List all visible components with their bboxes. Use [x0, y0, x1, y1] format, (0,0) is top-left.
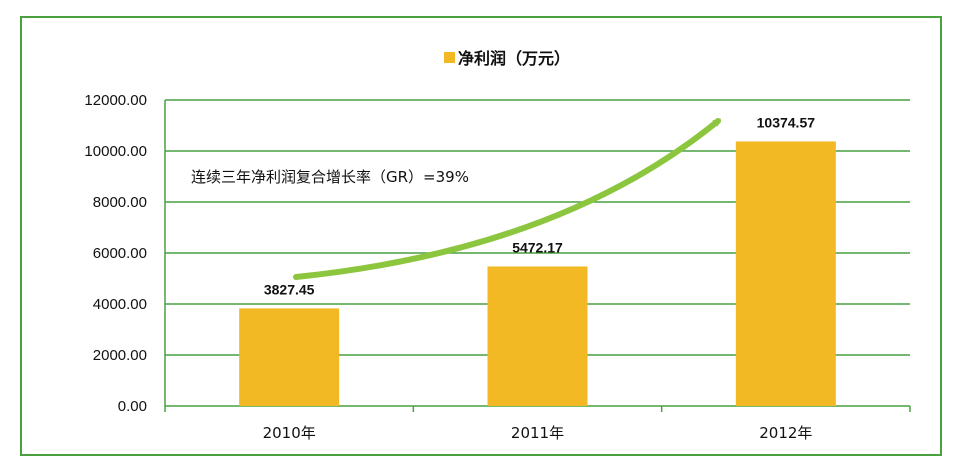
data-label: 5472.17	[512, 239, 563, 255]
y-tick-label: 2000.00	[93, 347, 147, 364]
x-tick-label: 2011年	[511, 424, 564, 442]
data-label: 10374.57	[757, 114, 816, 130]
legend-label: 净利润（万元）	[458, 49, 570, 68]
bars	[239, 141, 836, 406]
legend-swatch	[444, 52, 455, 63]
y-tick-label: 12000.00	[84, 92, 147, 109]
y-tick-label: 4000.00	[93, 296, 147, 313]
y-axis-ticks: 0.00 2000.00 4000.00 6000.00 8000.00 10000.00…	[84, 92, 147, 415]
bar-1	[487, 266, 588, 406]
y-tick-label: 8000.00	[93, 194, 147, 211]
growth-arrow	[293, 118, 722, 280]
x-tick-label: 2012年	[759, 424, 812, 442]
data-labels: 3827.45 5472.17 10374.57	[264, 114, 815, 297]
growth-rate-annotation: 连续三年净利润复合增长率（GR）=39%	[191, 168, 469, 186]
data-label: 3827.45	[264, 281, 315, 297]
bar-2	[735, 141, 836, 406]
bar-0	[239, 308, 340, 406]
y-tick-label: 6000.00	[93, 245, 147, 262]
y-tick-label: 0.00	[118, 398, 147, 415]
x-axis-ticks: 2010年 2011年 2012年	[263, 424, 813, 442]
y-tick-label: 10000.00	[84, 143, 147, 160]
x-tick-label: 2010年	[263, 424, 316, 442]
